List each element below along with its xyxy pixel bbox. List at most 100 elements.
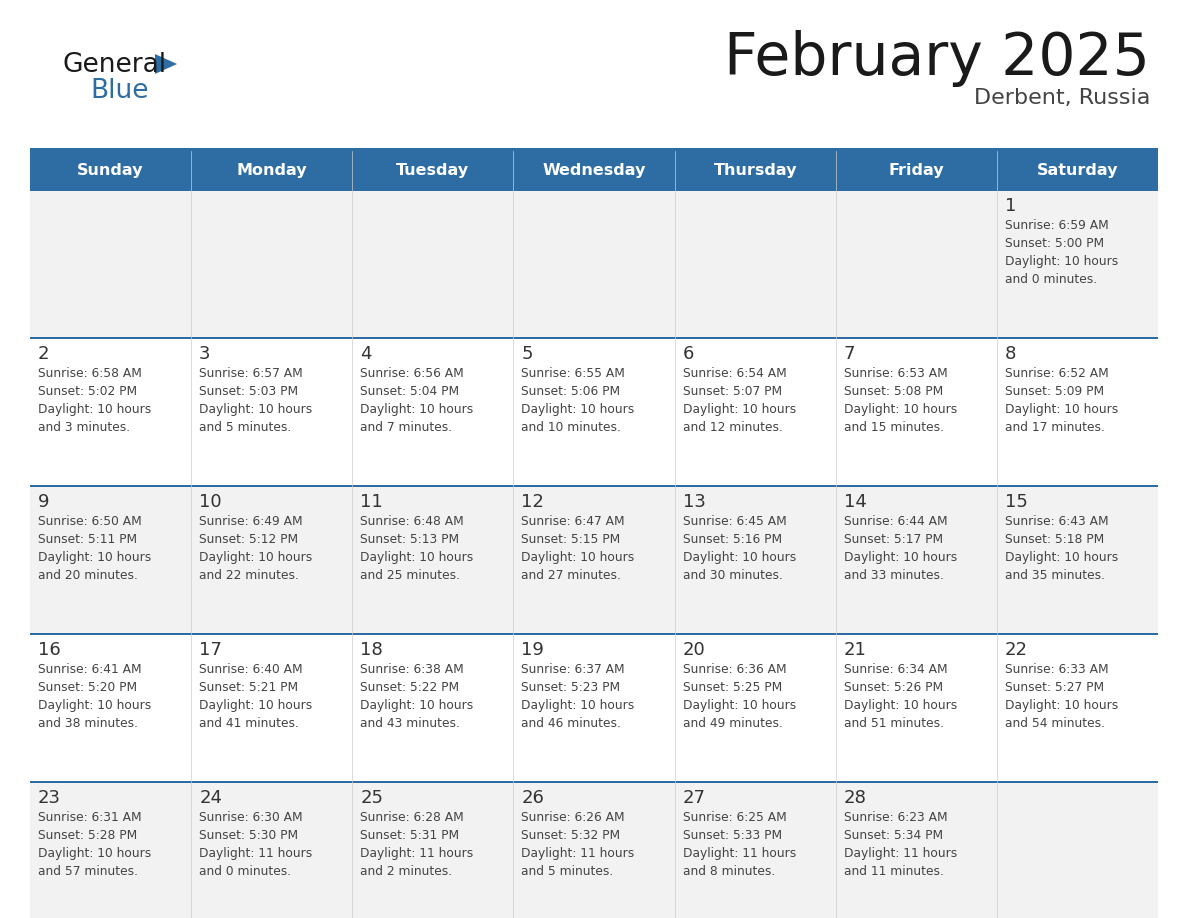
Text: Daylight: 10 hours: Daylight: 10 hours <box>360 551 474 564</box>
Text: and 11 minutes.: and 11 minutes. <box>843 865 943 878</box>
Text: Daylight: 10 hours: Daylight: 10 hours <box>1005 255 1118 268</box>
Text: Sunset: 5:23 PM: Sunset: 5:23 PM <box>522 681 620 694</box>
Text: and 5 minutes.: and 5 minutes. <box>200 421 291 434</box>
Text: Daylight: 10 hours: Daylight: 10 hours <box>1005 551 1118 564</box>
Text: Sunset: 5:20 PM: Sunset: 5:20 PM <box>38 681 137 694</box>
Text: and 8 minutes.: and 8 minutes. <box>683 865 775 878</box>
Text: Daylight: 10 hours: Daylight: 10 hours <box>38 699 151 712</box>
Bar <box>30 151 1158 189</box>
Text: 17: 17 <box>200 641 222 659</box>
Text: 22: 22 <box>1005 641 1028 659</box>
Text: and 54 minutes.: and 54 minutes. <box>1005 717 1105 730</box>
Text: February 2025: February 2025 <box>725 30 1150 87</box>
Text: Sunrise: 6:55 AM: Sunrise: 6:55 AM <box>522 367 625 380</box>
Text: Saturday: Saturday <box>1037 162 1118 177</box>
Text: and 20 minutes.: and 20 minutes. <box>38 569 138 582</box>
Text: Sunrise: 6:36 AM: Sunrise: 6:36 AM <box>683 663 786 676</box>
Text: and 49 minutes.: and 49 minutes. <box>683 717 783 730</box>
Text: Sunset: 5:30 PM: Sunset: 5:30 PM <box>200 829 298 842</box>
Text: Sunrise: 6:59 AM: Sunrise: 6:59 AM <box>1005 219 1108 232</box>
Bar <box>30 781 1158 918</box>
Text: Sunrise: 6:40 AM: Sunrise: 6:40 AM <box>200 663 303 676</box>
Text: Daylight: 10 hours: Daylight: 10 hours <box>1005 403 1118 416</box>
Text: and 51 minutes.: and 51 minutes. <box>843 717 943 730</box>
Text: and 7 minutes.: and 7 minutes. <box>360 421 453 434</box>
Text: and 25 minutes.: and 25 minutes. <box>360 569 460 582</box>
Text: 3: 3 <box>200 345 210 363</box>
Text: 19: 19 <box>522 641 544 659</box>
Text: Sunset: 5:13 PM: Sunset: 5:13 PM <box>360 533 460 546</box>
Text: General: General <box>62 52 166 78</box>
Text: Sunrise: 6:53 AM: Sunrise: 6:53 AM <box>843 367 948 380</box>
Text: Sunset: 5:04 PM: Sunset: 5:04 PM <box>360 385 460 398</box>
Text: Sunset: 5:12 PM: Sunset: 5:12 PM <box>200 533 298 546</box>
Text: 2: 2 <box>38 345 50 363</box>
Text: and 30 minutes.: and 30 minutes. <box>683 569 783 582</box>
Text: Daylight: 10 hours: Daylight: 10 hours <box>843 551 958 564</box>
Text: Daylight: 10 hours: Daylight: 10 hours <box>683 551 796 564</box>
Text: Daylight: 10 hours: Daylight: 10 hours <box>200 551 312 564</box>
Text: 15: 15 <box>1005 493 1028 511</box>
Text: 6: 6 <box>683 345 694 363</box>
Text: Sunrise: 6:25 AM: Sunrise: 6:25 AM <box>683 811 786 824</box>
Text: Sunrise: 6:33 AM: Sunrise: 6:33 AM <box>1005 663 1108 676</box>
Text: 26: 26 <box>522 789 544 807</box>
Text: Monday: Monday <box>236 162 307 177</box>
Text: Daylight: 10 hours: Daylight: 10 hours <box>38 551 151 564</box>
Text: 5: 5 <box>522 345 533 363</box>
Text: and 57 minutes.: and 57 minutes. <box>38 865 138 878</box>
Text: Sunset: 5:27 PM: Sunset: 5:27 PM <box>1005 681 1104 694</box>
Text: and 27 minutes.: and 27 minutes. <box>522 569 621 582</box>
Text: Sunset: 5:34 PM: Sunset: 5:34 PM <box>843 829 943 842</box>
Text: Daylight: 11 hours: Daylight: 11 hours <box>843 847 958 860</box>
Text: Sunset: 5:18 PM: Sunset: 5:18 PM <box>1005 533 1104 546</box>
Text: 25: 25 <box>360 789 384 807</box>
Text: Daylight: 10 hours: Daylight: 10 hours <box>1005 699 1118 712</box>
Text: 13: 13 <box>683 493 706 511</box>
Text: Sunrise: 6:26 AM: Sunrise: 6:26 AM <box>522 811 625 824</box>
Text: Friday: Friday <box>889 162 944 177</box>
Text: Sunrise: 6:38 AM: Sunrise: 6:38 AM <box>360 663 465 676</box>
Text: and 12 minutes.: and 12 minutes. <box>683 421 783 434</box>
Text: Daylight: 10 hours: Daylight: 10 hours <box>683 403 796 416</box>
Text: Sunrise: 6:43 AM: Sunrise: 6:43 AM <box>1005 515 1108 528</box>
Text: and 35 minutes.: and 35 minutes. <box>1005 569 1105 582</box>
Text: 9: 9 <box>38 493 50 511</box>
Text: Sunrise: 6:23 AM: Sunrise: 6:23 AM <box>843 811 947 824</box>
Text: Sunset: 5:17 PM: Sunset: 5:17 PM <box>843 533 943 546</box>
Text: Sunrise: 6:56 AM: Sunrise: 6:56 AM <box>360 367 465 380</box>
Text: and 5 minutes.: and 5 minutes. <box>522 865 614 878</box>
Text: Sunset: 5:31 PM: Sunset: 5:31 PM <box>360 829 460 842</box>
Text: and 41 minutes.: and 41 minutes. <box>200 717 299 730</box>
Text: Sunset: 5:32 PM: Sunset: 5:32 PM <box>522 829 620 842</box>
Text: Sunrise: 6:30 AM: Sunrise: 6:30 AM <box>200 811 303 824</box>
Text: and 17 minutes.: and 17 minutes. <box>1005 421 1105 434</box>
Text: and 2 minutes.: and 2 minutes. <box>360 865 453 878</box>
Text: Sunset: 5:02 PM: Sunset: 5:02 PM <box>38 385 137 398</box>
Text: Sunrise: 6:58 AM: Sunrise: 6:58 AM <box>38 367 141 380</box>
Text: Daylight: 10 hours: Daylight: 10 hours <box>522 699 634 712</box>
Bar <box>30 189 1158 191</box>
Text: Daylight: 11 hours: Daylight: 11 hours <box>360 847 474 860</box>
Bar <box>30 337 1158 339</box>
Text: 14: 14 <box>843 493 866 511</box>
Text: 8: 8 <box>1005 345 1016 363</box>
Text: Sunrise: 6:54 AM: Sunrise: 6:54 AM <box>683 367 786 380</box>
Text: and 33 minutes.: and 33 minutes. <box>843 569 943 582</box>
Text: Blue: Blue <box>90 78 148 104</box>
Text: Daylight: 11 hours: Daylight: 11 hours <box>200 847 312 860</box>
Bar <box>30 337 1158 485</box>
Text: Sunset: 5:09 PM: Sunset: 5:09 PM <box>1005 385 1104 398</box>
Text: Sunset: 5:25 PM: Sunset: 5:25 PM <box>683 681 782 694</box>
Text: 7: 7 <box>843 345 855 363</box>
Text: Sunset: 5:28 PM: Sunset: 5:28 PM <box>38 829 138 842</box>
Text: Sunday: Sunday <box>77 162 144 177</box>
Text: Sunrise: 6:37 AM: Sunrise: 6:37 AM <box>522 663 625 676</box>
Text: Daylight: 10 hours: Daylight: 10 hours <box>843 403 958 416</box>
Text: and 3 minutes.: and 3 minutes. <box>38 421 131 434</box>
Text: Thursday: Thursday <box>713 162 797 177</box>
Text: Daylight: 10 hours: Daylight: 10 hours <box>522 551 634 564</box>
Text: Sunrise: 6:31 AM: Sunrise: 6:31 AM <box>38 811 141 824</box>
Text: Daylight: 10 hours: Daylight: 10 hours <box>360 403 474 416</box>
Text: Sunset: 5:22 PM: Sunset: 5:22 PM <box>360 681 460 694</box>
